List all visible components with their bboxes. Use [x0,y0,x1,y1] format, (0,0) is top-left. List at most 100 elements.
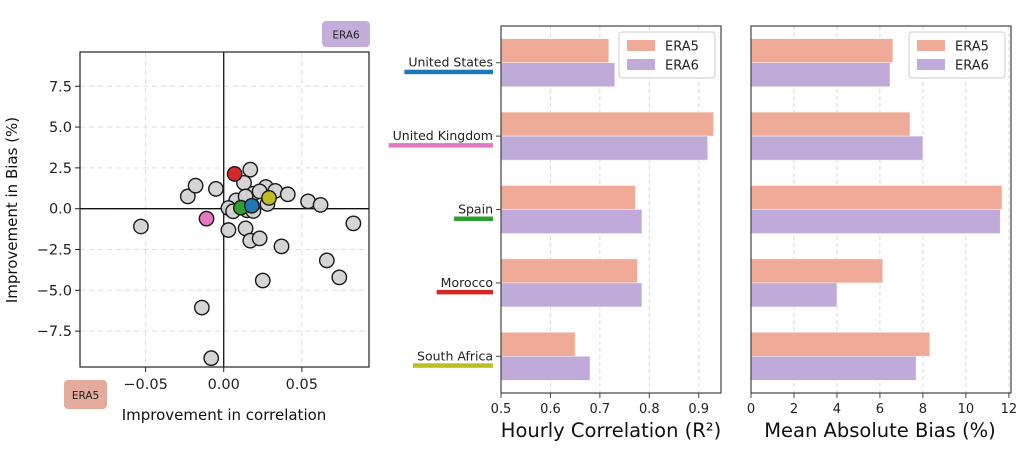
bias-frame [750,25,1012,394]
country-label: Morocco [441,275,493,290]
bar-era5-south-africa [500,331,576,357]
scatter-point [220,222,237,238]
country-label: United Kingdom [393,128,493,143]
scatter-y-tick-label: 0.0 [49,202,72,218]
legend-label-era5: ERA5 [955,40,989,55]
country-labels: United States United Kingdom Spain Morocco S… [388,55,501,368]
legend-swatch-era5 [627,40,655,51]
x-tick-label: 0.8 [639,402,660,417]
bar-era6-south-africa [750,355,917,381]
legend-label-era6: ERA6 [665,59,699,74]
x-tick-label: 0.5 [491,402,512,417]
scatter-point [254,272,271,289]
bar-era5-united-states [500,38,610,64]
x-tick-label: 10 [958,402,975,417]
bias-x-ticks: 0 2 4 6 8 10 12 [747,393,1017,417]
bar-era5-south-africa [750,331,931,357]
bias-bar-panel: 0 2 4 6 8 10 12 Mean Absolute Bias (%) ERA5ERA… [747,25,1017,442]
scatter-y-tick-label: 5.0 [49,120,72,136]
scatter-point [187,177,204,194]
era5-tag-background [64,380,107,409]
x-tick-label: 6 [876,402,884,417]
scatter-point [208,181,224,197]
era5-tag-label: ERA5 [72,390,99,402]
country-color-underline [413,363,493,368]
scatter-points [133,161,362,367]
x-tick-label: 4 [833,402,841,417]
x-tick-label: 2 [790,402,798,417]
bar-era5-morocco [750,258,884,284]
scatter-x-ticks: −0.05 0.00 0.05 [123,367,318,393]
x-tick-label: 12 [1001,402,1018,417]
country-color-underline [436,289,493,295]
scatter-y-tick-label: −5.0 [37,283,72,299]
scatter-frame [79,51,370,368]
scatter-point-morocco [226,166,243,182]
era6-tag-background [322,21,370,47]
correlation-x-ticks: 0.5 0.6 0.7 0.8 0.9 [491,393,709,417]
country-label: United States [408,55,493,70]
x-tick-label: 0.6 [540,402,561,417]
x-tick-label: 0.9 [688,402,709,417]
legend-swatch-era5 [917,40,945,51]
country-label: South Africa [417,348,493,363]
era6-tag-label: ERA6 [332,30,360,42]
scatter-panel: −0.05 0.00 0.05 7.5 5.0 2.5 0.0 −2.5 −5.0 −7.5 I… [3,21,370,424]
legend-label-era6: ERA6 [955,59,989,74]
scatter-y-tick-label: −2.5 [37,242,72,258]
scatter-point-united-kingdom [198,210,215,227]
scatter-y-tick-label: −7.5 [37,324,72,340]
scatter-x-axis-title: Improvement in correlation [122,406,327,424]
bar-era5-morocco [500,258,638,284]
scatter-point-south-africa [261,190,277,206]
bar-era6-morocco [500,282,643,308]
scatter-y-ticks: 7.5 5.0 2.5 0.0 −2.5 −5.0 −7.5 [37,79,80,340]
scatter-point [251,230,268,247]
scatter-point [273,238,290,255]
scatter-x-tick-label: 0.05 [286,377,318,393]
bar-era6-south-africa [500,355,591,381]
scatter-point [279,186,296,203]
correlation-bar-panel: 0.5 0.6 0.7 0.8 0.9 United States United King… [388,25,722,442]
bar-era6-united-states [750,62,891,88]
scatter-point [312,197,329,213]
scatter-point-united-states [243,197,260,214]
scatter-y-axis-title: Improvement in Bias (%) [3,117,21,303]
bar-era6-spain [750,209,1001,234]
bias-legend: ERA5 ERA6 [908,31,1006,79]
scatter-x-tick-label: −0.05 [123,377,167,393]
correlation-x-axis-title: Hourly Correlation (R²) [501,419,721,442]
bar-era5-united-kingdom [500,111,714,137]
scatter-point [345,215,362,232]
scatter-point [318,252,335,269]
bias-bars [750,38,1003,381]
bar-era6-morocco [750,282,838,308]
x-tick-label: 8 [919,402,927,417]
bar-era5-spain [750,185,1003,210]
bar-era5-united-kingdom [750,111,911,137]
bar-era6-united-states [500,62,616,88]
country-color-underline [454,216,493,221]
bar-era6-united-kingdom [750,135,924,161]
legend-swatch-era6 [917,59,945,70]
bar-era6-spain [500,209,643,234]
bias-x-axis-title: Mean Absolute Bias (%) [764,419,996,442]
scatter-x-tick-label: 0.00 [208,377,240,393]
scatter-point [133,218,149,235]
era5-quadrant-tag: ERA5 [64,380,107,409]
bar-era6-united-kingdom [500,135,708,161]
scatter-point [203,350,220,367]
scatter-point [193,299,210,316]
country-color-underline [404,69,493,75]
country-label: Spain [458,202,493,217]
scatter-y-tick-label: 7.5 [49,79,72,95]
era6-quadrant-tag: ERA6 [322,21,370,47]
legend-swatch-era6 [627,59,655,70]
country-color-underline [388,143,493,148]
bar-era5-united-states [750,38,894,64]
correlation-legend: ERA5 ERA6 [618,31,716,79]
x-tick-label: 0 [747,402,755,417]
legend-label-era5: ERA5 [665,40,699,55]
scatter-y-tick-label: 2.5 [49,161,72,177]
